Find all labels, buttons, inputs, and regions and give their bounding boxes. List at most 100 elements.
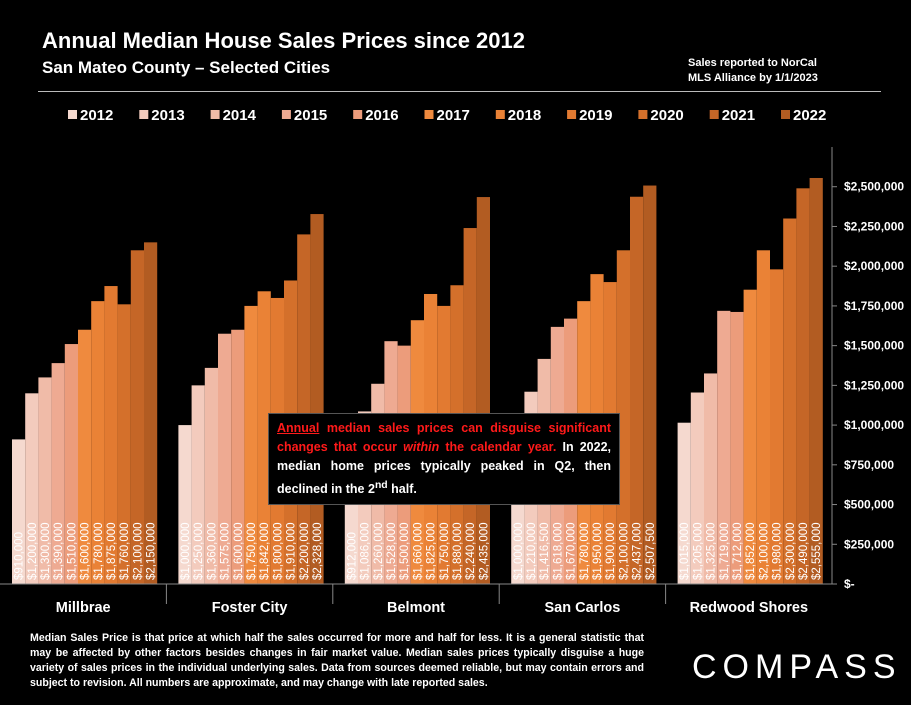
bar-millbrae-2021: [130, 250, 144, 585]
y-tick-label: $-: [844, 577, 855, 591]
legend-swatch-2013: [139, 110, 149, 119]
bar-value-label: $1,880,000: [452, 522, 464, 580]
bar-value-label: $1,200,000: [27, 522, 39, 580]
bar-san-carlos-2021: [630, 196, 644, 584]
bar-value-label: $2,507,500: [645, 522, 657, 580]
bar-redwood-shores-2014: [704, 373, 718, 584]
bar-foster-city-2012: [178, 425, 192, 584]
x-tick-label: Redwood Shores: [690, 600, 808, 616]
bar-value-label: $1,950,000: [592, 522, 604, 580]
data-source-note: Sales reported to NorCal MLS Alliance by…: [688, 56, 818, 86]
annotation-red-text: Annual median sales prices can disguise …: [277, 421, 611, 454]
bar-foster-city-2016: [231, 329, 245, 584]
legend-label-2014: 2014: [223, 107, 257, 124]
chart-title: Annual Median House Sales Prices since 2…: [42, 28, 525, 53]
bar-value-label: $1,390,000: [53, 522, 65, 580]
header-divider: [38, 91, 881, 92]
bar-millbrae-2019: [104, 286, 118, 584]
bar-redwood-shores-2019: [770, 269, 784, 584]
bar-millbrae-2018: [91, 301, 105, 584]
bar-value-label: $1,800,000: [272, 522, 284, 580]
bar-foster-city-2018: [257, 291, 271, 584]
y-tick-label: $250,000: [844, 537, 894, 551]
legend-swatch-2016: [353, 110, 363, 119]
bar-millbrae-2022: [144, 242, 158, 584]
bar-value-label: $2,328,000: [312, 522, 324, 580]
bar-value-label: $1,750,000: [439, 522, 451, 580]
bar-value-label: $1,719,000: [719, 522, 731, 580]
legend-label-2012: 2012: [80, 107, 113, 124]
legend-label-2018: 2018: [508, 107, 541, 124]
legend-swatch-2018: [495, 110, 505, 119]
legend-swatch-2020: [638, 110, 648, 119]
bar-value-label: $1,510,000: [66, 522, 78, 580]
bar-value-label: $1,760,000: [119, 522, 131, 580]
bar-value-label: $912,000: [346, 532, 358, 580]
bar-redwood-shores-2018: [756, 250, 770, 585]
bar-value-label: $1,000,000: [513, 522, 525, 580]
bar-value-label: $1,618,000: [552, 522, 564, 580]
y-tick-label: $2,500,000: [844, 180, 904, 194]
bar-value-label: $1,205,000: [692, 522, 704, 580]
bar-redwood-shores-2016: [730, 311, 744, 584]
bar-value-label: $2,200,000: [299, 522, 311, 580]
bar-redwood-shores-2021: [796, 188, 810, 585]
compass-logo: COMPASS: [692, 648, 902, 686]
y-tick-label: $1,750,000: [844, 299, 904, 313]
bar-millbrae-2012: [12, 439, 26, 584]
x-tick-label: Millbrae: [56, 600, 111, 616]
data-source-note-line1: Sales reported to NorCal: [688, 57, 817, 69]
y-tick-label: $2,000,000: [844, 259, 904, 273]
bar-value-label: $1,825,000: [426, 522, 438, 580]
legend-swatch-2012: [68, 110, 77, 119]
bar-value-label: $1,660,000: [412, 522, 424, 580]
bar-millbrae-2017: [78, 329, 92, 584]
bar-millbrae-2013: [25, 393, 39, 584]
bar-foster-city-2013: [191, 385, 205, 584]
bar-value-label: $2,100,000: [132, 522, 144, 580]
footer-disclaimer: Median Sales Price is that price at whic…: [30, 632, 644, 689]
bar-value-label: $1,360,000: [206, 522, 218, 580]
bar-value-label: $1,086,000: [360, 522, 372, 580]
bar-millbrae-2015: [51, 363, 65, 584]
bar-value-label: $1,575,000: [220, 522, 232, 580]
bar-value-label: $1,670,000: [566, 522, 578, 580]
annotation-white-text: In 2022, median home prices typically pe…: [277, 440, 612, 497]
bar-value-label: $2,555,000: [811, 522, 823, 580]
bar-redwood-shores-2012: [677, 422, 691, 584]
legend-swatch-2014: [210, 110, 220, 119]
legend-swatch-2015: [281, 110, 291, 119]
annotation-white-end: half.: [387, 482, 417, 497]
legend-swatch-2021: [709, 110, 719, 119]
chart-subtitle: San Mateo County – Selected Cities: [42, 58, 331, 77]
legend-label-2015: 2015: [294, 107, 327, 124]
x-tick-label: San Carlos: [545, 600, 621, 616]
y-tick-label: $1,000,000: [844, 418, 904, 432]
bar-value-label: $2,240,000: [465, 522, 477, 580]
legend-swatch-2019: [567, 110, 577, 119]
bar-value-label: $1,750,000: [246, 522, 258, 580]
bar-san-carlos-2020: [616, 250, 630, 585]
bar-millbrae-2020: [117, 304, 131, 584]
bar-value-label: $2,100,000: [618, 522, 630, 580]
y-tick-label: $1,500,000: [844, 339, 904, 353]
bar-millbrae-2014: [38, 377, 52, 584]
bar-value-label: $1,900,000: [605, 522, 617, 580]
x-tick-label: Foster City: [212, 600, 288, 616]
legend-label-2020: 2020: [650, 107, 683, 124]
bar-redwood-shores-2015: [717, 310, 731, 584]
bar-value-label: $1,852,000: [745, 522, 757, 580]
y-tick-label: $2,250,000: [844, 219, 904, 233]
bar-value-label: $2,100,000: [758, 522, 770, 580]
bar-value-label: $2,300,000: [785, 522, 797, 580]
bar-value-label: $1,980,000: [772, 522, 784, 580]
bar-redwood-shores-2020: [783, 218, 797, 584]
annotation-box: Annual median sales prices can disguise …: [268, 413, 620, 506]
bar-value-label: $1,842,000: [259, 522, 271, 580]
bar-foster-city-2017: [244, 305, 258, 584]
x-tick-label: Belmont: [387, 600, 445, 616]
bar-value-label: $1,325,000: [706, 522, 718, 580]
bar-value-label: $1,600,000: [233, 522, 245, 580]
bar-value-label: $1,300,000: [40, 522, 52, 580]
bar-value-label: $1,210,000: [526, 522, 538, 580]
